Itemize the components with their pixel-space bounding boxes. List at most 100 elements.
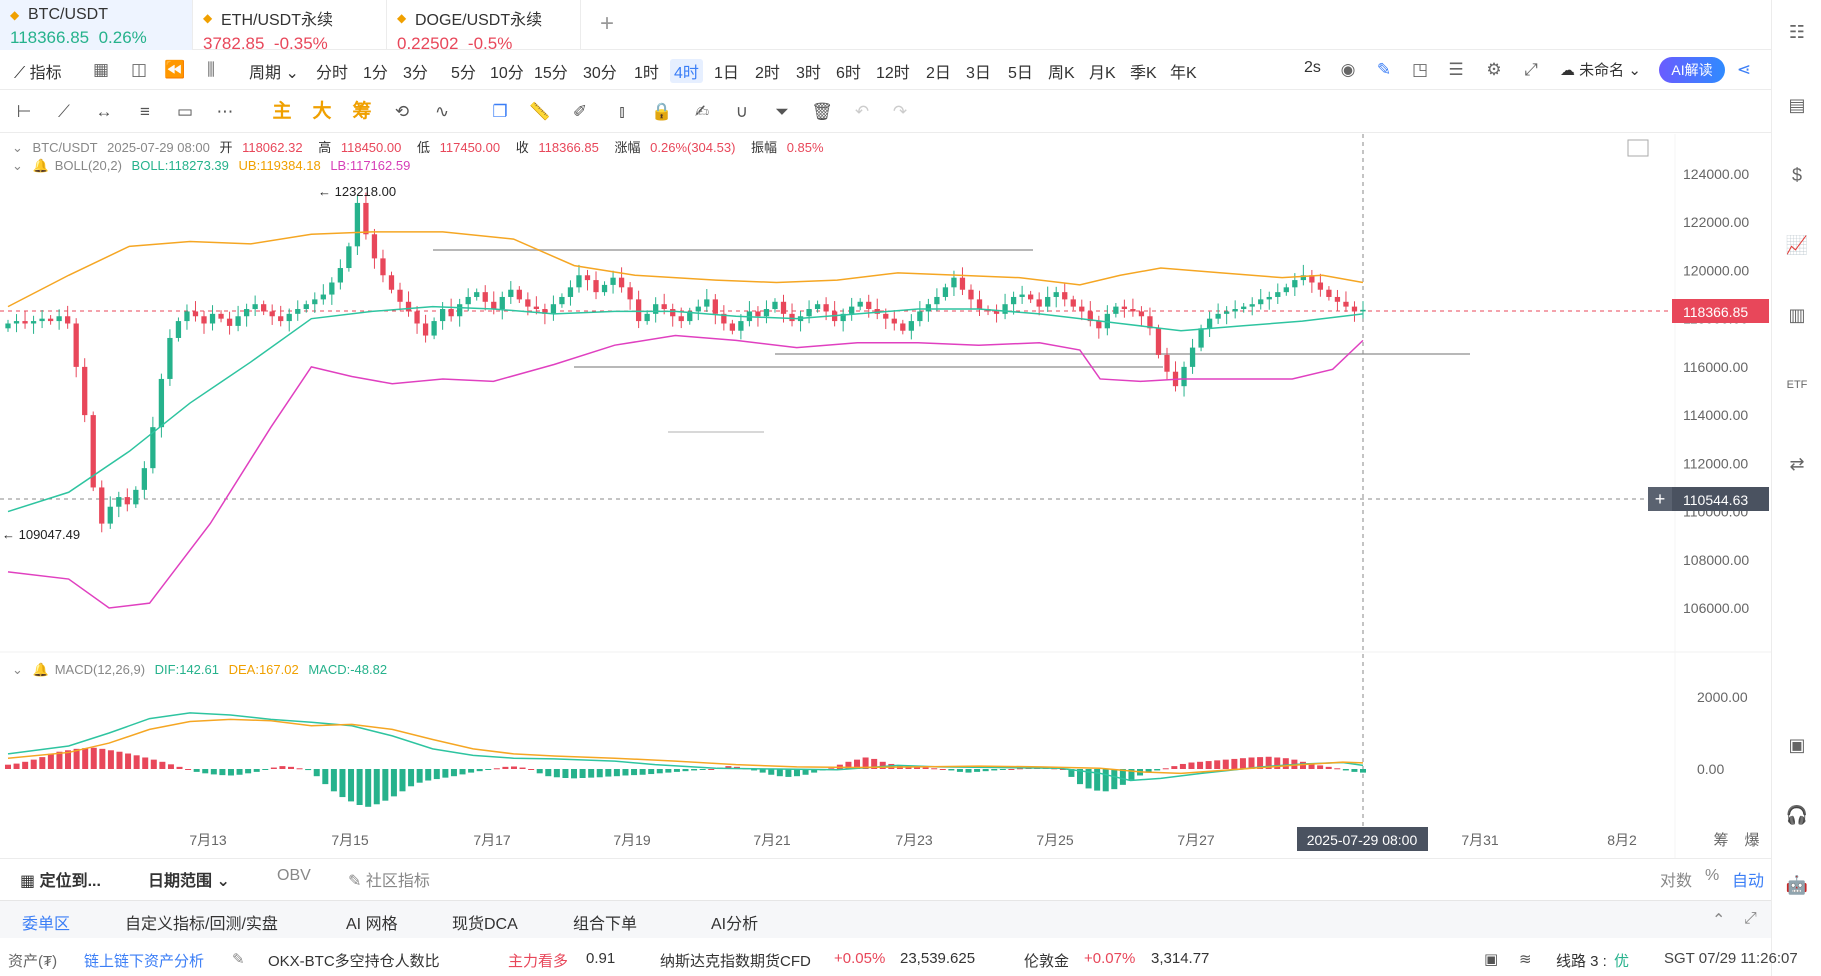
period-10[interactable]: 2时 xyxy=(755,65,780,82)
period-13[interactable]: 12时 xyxy=(876,65,910,82)
ticker-tab-doge[interactable]: ◆ DOGE/USDT永续 0.22502 -0.5% xyxy=(387,0,581,53)
candle-body xyxy=(653,304,659,314)
main-indicator-button[interactable]: 主 xyxy=(272,101,292,122)
period-14[interactable]: 2日 xyxy=(926,65,951,82)
etf-icon[interactable]: ETF xyxy=(1786,379,1808,391)
period-6[interactable]: 30分 xyxy=(583,65,617,82)
ticker-tab-btc[interactable]: ◆ BTC/USDT 118366.85 0.26% xyxy=(0,0,193,50)
undo-icon[interactable]: ↶ xyxy=(854,102,870,121)
rectangle-icon[interactable]: ▭ xyxy=(176,102,194,121)
sync-icon[interactable]: ⟲ xyxy=(394,102,410,121)
bell-icon[interactable]: 🔔 xyxy=(32,662,49,677)
period-18[interactable]: 月K xyxy=(1089,65,1116,82)
period-3[interactable]: 5分 xyxy=(451,65,476,82)
list-settings-icon[interactable]: ☰ xyxy=(1448,60,1464,79)
calendar-icon[interactable]: ▦ xyxy=(92,60,110,79)
expand-panel-icon[interactable]: ⤢ xyxy=(1744,910,1757,927)
layout-icon[interactable]: ◫ xyxy=(130,60,148,79)
onchain-link[interactable]: 链上链下资产分析 xyxy=(84,953,205,970)
ticker-tab-eth[interactable]: ◆ ETH/USDT永续 3782.85 -0.35% xyxy=(193,0,387,53)
trend-line-icon[interactable]: ⟋ xyxy=(58,102,70,121)
collapse-icon[interactable]: ⌄ xyxy=(12,662,23,677)
trash-icon[interactable]: 🗑 xyxy=(811,102,833,121)
horizontal-ray-icon[interactable]: ⊢ xyxy=(16,102,32,121)
fullscreen-window-icon[interactable]: ◳ xyxy=(1411,60,1429,79)
period-4[interactable]: 10分 xyxy=(490,65,524,82)
headset-icon[interactable]: 🎧 xyxy=(1785,805,1809,825)
expand-icon[interactable]: ⤢ xyxy=(1524,60,1538,79)
refresh-interval[interactable]: 2s xyxy=(1304,59,1321,76)
share-icon[interactable]: ⋖ xyxy=(1736,60,1752,79)
add-tab-icon[interactable]: + xyxy=(600,10,615,37)
log-scale-button[interactable]: 对数 xyxy=(1660,873,1693,890)
period-19[interactable]: 季K xyxy=(1130,65,1157,82)
replay-icon[interactable]: ⏪ xyxy=(164,60,186,79)
dollar-icon[interactable]: $ xyxy=(1791,165,1802,185)
magnet-icon[interactable]: ∪ xyxy=(735,102,749,121)
help-icon[interactable]: ▣ xyxy=(1484,951,1499,968)
filter-icon[interactable]: ⏷ xyxy=(775,102,789,121)
period-1[interactable]: 1分 xyxy=(363,65,388,82)
ruler-icon[interactable]: 📏 xyxy=(529,102,551,121)
more-tools-icon[interactable]: ⋯ xyxy=(216,102,234,121)
big-order-button[interactable]: 大 xyxy=(312,101,332,122)
gear-icon[interactable]: ⚙ xyxy=(1486,60,1502,79)
period-12[interactable]: 6时 xyxy=(836,65,861,82)
ai-analysis-button[interactable]: AI解读 xyxy=(1659,57,1725,83)
bottom-tab-5[interactable]: AI分析 xyxy=(711,916,759,933)
period-15[interactable]: 3日 xyxy=(966,65,991,82)
bottom-tab-3[interactable]: 现货DCA xyxy=(452,916,518,933)
pen-icon[interactable]: ✎ xyxy=(1376,60,1392,79)
period-8[interactable]: 4时 xyxy=(670,59,703,83)
assets-label[interactable]: 资产(₮) xyxy=(8,953,58,970)
chips-button[interactable]: 筹 xyxy=(352,101,372,122)
period-11[interactable]: 3时 xyxy=(796,65,821,82)
period-2[interactable]: 3分 xyxy=(403,65,428,82)
bar-chart-icon[interactable]: ▥ xyxy=(1788,305,1806,325)
indicator-button[interactable]: ⟋ 指标 xyxy=(14,65,62,82)
brush-icon[interactable]: ✐ xyxy=(572,102,588,121)
lock-icon[interactable]: 🔒 xyxy=(651,102,673,121)
percent-scale-button[interactable]: % xyxy=(1705,867,1720,884)
bottom-tab-2[interactable]: AI 网格 xyxy=(346,916,398,933)
layout-name-dropdown[interactable]: ☁ 未命名 ⌄ xyxy=(1560,62,1641,79)
period-20[interactable]: 年K xyxy=(1170,65,1197,82)
grid-menu-icon[interactable]: ☷ xyxy=(1788,22,1806,42)
curve-icon[interactable]: ∿ xyxy=(434,102,450,121)
bottom-tab-4[interactable]: 组合下单 xyxy=(573,916,638,933)
range-icon[interactable]: ↔ xyxy=(95,102,113,121)
candles-icon[interactable]: ⫾ xyxy=(619,102,625,121)
period-5[interactable]: 15分 xyxy=(534,65,568,82)
bottom-tab-1[interactable]: 自定义指标/回测/实盘 xyxy=(125,916,278,933)
date-range-dropdown[interactable]: 日期范围 ⌄ xyxy=(148,873,230,890)
auto-scale-button[interactable]: 自动 xyxy=(1732,873,1765,890)
copy-icon[interactable]: ❐ xyxy=(492,102,508,121)
orderbook-icon[interactable]: ▤ xyxy=(1788,95,1806,115)
period-16[interactable]: 5日 xyxy=(1008,65,1033,82)
bell-icon[interactable]: 🔔 xyxy=(32,158,49,173)
candle-type-icon[interactable]: ⫼ xyxy=(207,60,215,79)
layout-panel-icon[interactable]: ▣ xyxy=(1788,735,1806,755)
parallel-lines-icon[interactable]: ≡ xyxy=(140,102,150,121)
collapse-icon[interactable]: ⌄ xyxy=(12,158,23,173)
swap-icon[interactable]: ⇄ xyxy=(1789,454,1805,474)
price-chart[interactable]: 124000.00122000.00120000.00118000.001160… xyxy=(0,134,1771,858)
period-7[interactable]: 1时 xyxy=(634,65,659,82)
camera-icon[interactable]: ◉ xyxy=(1340,60,1356,79)
period-9[interactable]: 1日 xyxy=(714,65,739,82)
period-17[interactable]: 周K xyxy=(1048,65,1075,82)
line-label[interactable]: 线路 3 : xyxy=(1556,953,1607,970)
edit-note-icon[interactable]: ✍ xyxy=(694,102,710,121)
period-dropdown[interactable]: 周期 ⌄ xyxy=(249,65,299,82)
redo-icon[interactable]: ↷ xyxy=(892,102,908,121)
locate-button[interactable]: ▦ 定位到... xyxy=(20,873,101,890)
period-0[interactable]: 分时 xyxy=(316,65,349,82)
community-indicator-button[interactable]: ✎ 社区指标 xyxy=(348,873,430,890)
collapse-icon[interactable]: ⌄ xyxy=(12,140,23,155)
bottom-tab-0[interactable]: 委单区 xyxy=(22,916,71,933)
candle-body xyxy=(269,311,275,317)
trend-icon[interactable]: 📈 xyxy=(1785,235,1809,255)
robot-icon[interactable]: 🤖 xyxy=(1785,875,1809,895)
collapse-panel-icon[interactable]: ⌃ xyxy=(1712,912,1726,929)
obv-button[interactable]: OBV xyxy=(277,867,311,884)
